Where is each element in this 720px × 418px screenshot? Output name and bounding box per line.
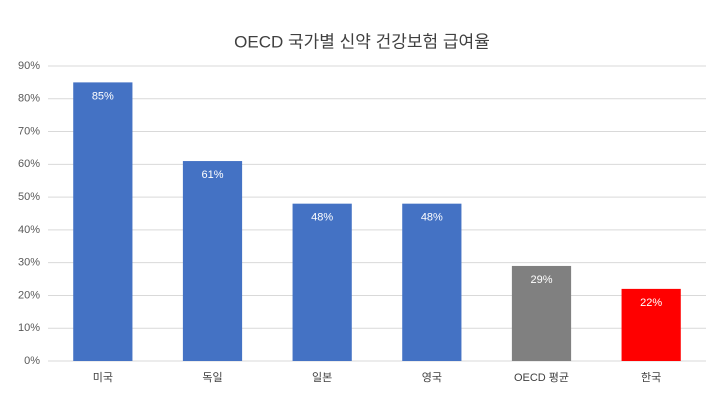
y-tick-label: 50% [18, 191, 40, 203]
value-label: 61% [201, 169, 223, 181]
value-label: 85% [92, 90, 114, 102]
y-tick-label: 0% [24, 355, 40, 367]
bar [73, 82, 133, 361]
y-tick-label: 70% [18, 125, 40, 137]
x-tick-label: 일본 [312, 370, 332, 384]
y-tick-label: 40% [18, 224, 40, 236]
value-label: 29% [530, 274, 552, 286]
value-label: 48% [311, 212, 333, 224]
bar [621, 288, 681, 361]
bar [511, 265, 572, 361]
x-tick-label: 독일 [202, 370, 222, 384]
y-tick-label: 30% [18, 257, 40, 269]
x-tick-label: 미국 [93, 371, 113, 384]
bar [292, 203, 352, 361]
value-label: 48% [421, 212, 443, 224]
y-tick-label: 80% [18, 93, 40, 105]
x-tick-label: 한국 [641, 371, 661, 384]
x-tick-label: OECD 평균 [514, 371, 569, 384]
y-tick-label: 10% [18, 322, 40, 334]
y-tick-label: 60% [18, 158, 40, 170]
bar [182, 161, 243, 361]
x-tick-label: 영국 [422, 371, 442, 384]
value-label: 22% [640, 297, 662, 309]
y-tick-label: 20% [18, 289, 40, 301]
y-tick-label: 90% [18, 60, 40, 72]
chart-title: OECD 국가별 신약 건강보험 급여율 [234, 32, 490, 51]
bar [402, 203, 462, 361]
